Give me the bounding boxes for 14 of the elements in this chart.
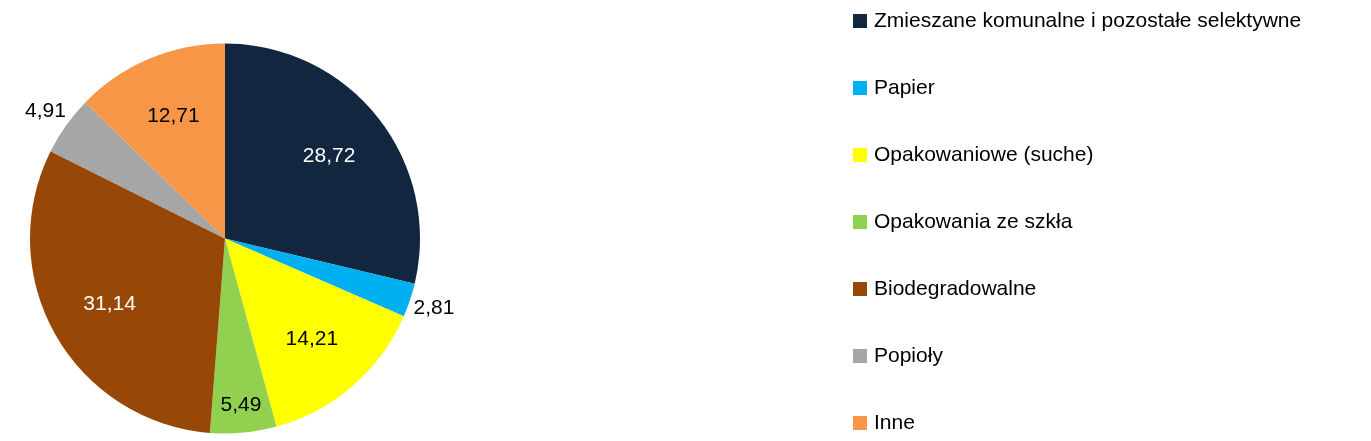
- legend-label: Inne: [874, 410, 915, 434]
- data-label: 14,21: [285, 325, 339, 349]
- legend-label: Papier: [874, 75, 935, 99]
- legend-label: Opakowania ze szkła: [874, 209, 1073, 233]
- data-label: 31,14: [83, 290, 137, 314]
- legend-label: Popioły: [874, 343, 943, 367]
- data-label: 4,91: [24, 97, 66, 121]
- data-label: 12,71: [147, 103, 200, 127]
- legend-label: Biodegradowalne: [874, 276, 1037, 300]
- data-label: 28,72: [302, 143, 356, 167]
- data-label: 2,81: [413, 295, 455, 319]
- legend-label: Zmieszane komunalne i pozostałe selektywne: [874, 8, 1302, 32]
- data-label: 5,49: [220, 392, 262, 416]
- legend-label: Opakowaniowe (suche): [874, 142, 1094, 166]
